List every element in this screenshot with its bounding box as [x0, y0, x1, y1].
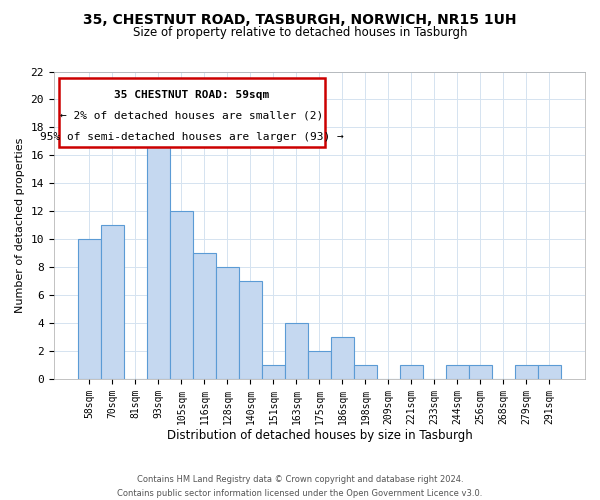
Text: Contains HM Land Registry data © Crown copyright and database right 2024.
Contai: Contains HM Land Registry data © Crown c… — [118, 476, 482, 498]
Bar — [308, 351, 331, 379]
Text: 35, CHESTNUT ROAD, TASBURGH, NORWICH, NR15 1UH: 35, CHESTNUT ROAD, TASBURGH, NORWICH, NR… — [83, 12, 517, 26]
X-axis label: Distribution of detached houses by size in Tasburgh: Distribution of detached houses by size … — [167, 430, 472, 442]
Y-axis label: Number of detached properties: Number of detached properties — [15, 138, 25, 313]
Text: 35 CHESTNUT ROAD: 59sqm: 35 CHESTNUT ROAD: 59sqm — [114, 90, 269, 100]
Text: Size of property relative to detached houses in Tasburgh: Size of property relative to detached ho… — [133, 26, 467, 39]
Bar — [170, 212, 193, 379]
Bar — [285, 323, 308, 379]
Bar — [354, 365, 377, 379]
Bar — [216, 267, 239, 379]
Text: ← 2% of detached houses are smaller (2): ← 2% of detached houses are smaller (2) — [60, 111, 323, 121]
Bar — [469, 365, 492, 379]
Bar — [101, 225, 124, 379]
Bar — [331, 337, 354, 379]
Bar — [239, 281, 262, 379]
Bar — [515, 365, 538, 379]
Text: 95% of semi-detached houses are larger (93) →: 95% of semi-detached houses are larger (… — [40, 132, 344, 142]
Bar — [400, 365, 423, 379]
Bar — [538, 365, 561, 379]
Bar — [446, 365, 469, 379]
Bar — [59, 78, 325, 147]
Bar — [193, 253, 216, 379]
Bar — [262, 365, 285, 379]
Bar — [147, 128, 170, 379]
Bar — [78, 239, 101, 379]
